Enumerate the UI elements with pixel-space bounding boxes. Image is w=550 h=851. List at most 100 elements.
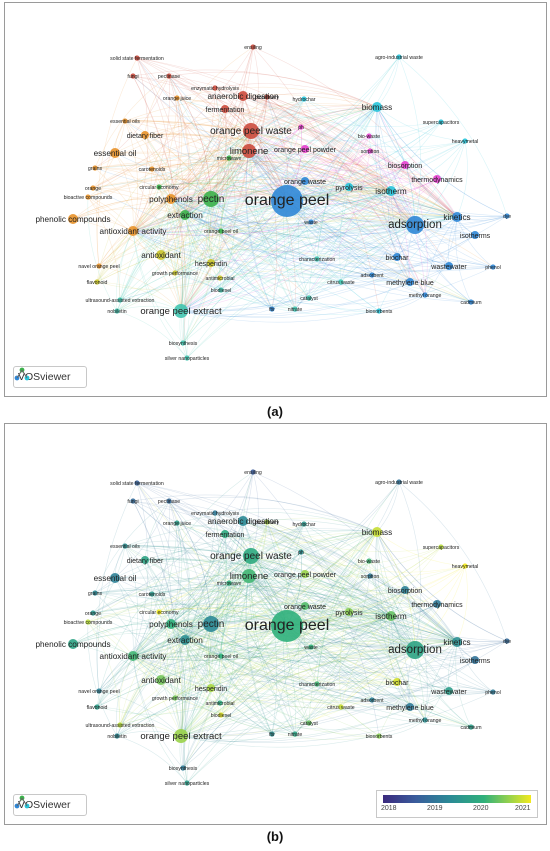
keyword-node[interactable]	[386, 186, 396, 196]
keyword-node[interactable]	[94, 279, 100, 285]
keyword-node[interactable]	[406, 278, 414, 286]
keyword-node[interactable]	[90, 610, 96, 616]
keyword-node[interactable]	[301, 602, 309, 610]
keyword-node[interactable]	[308, 219, 314, 225]
keyword-node[interactable]	[218, 228, 224, 234]
keyword-node[interactable]	[393, 253, 401, 261]
keyword-node[interactable]	[301, 570, 309, 578]
keyword-node[interactable]	[468, 299, 474, 305]
keyword-node[interactable]	[212, 510, 218, 516]
keyword-node[interactable]	[217, 275, 223, 281]
keyword-node[interactable]	[401, 586, 409, 594]
keyword-node[interactable]	[468, 724, 474, 730]
keyword-node[interactable]	[90, 185, 96, 191]
keyword-node[interactable]	[269, 731, 275, 737]
keyword-node[interactable]	[490, 689, 496, 695]
keyword-node[interactable]	[462, 138, 468, 144]
keyword-node[interactable]	[166, 619, 176, 629]
keyword-node[interactable]	[141, 556, 149, 564]
keyword-node[interactable]	[149, 591, 155, 597]
keyword-node[interactable]	[264, 519, 270, 525]
keyword-node[interactable]	[166, 498, 172, 504]
keyword-node[interactable]	[306, 295, 312, 301]
keyword-node[interactable]	[271, 185, 303, 217]
keyword-node[interactable]	[85, 619, 91, 625]
keyword-node[interactable]	[372, 102, 382, 112]
keyword-node[interactable]	[128, 226, 138, 236]
keyword-node[interactable]	[96, 263, 102, 269]
keyword-node[interactable]	[393, 678, 401, 686]
keyword-node[interactable]	[174, 304, 188, 318]
keyword-node[interactable]	[372, 527, 382, 537]
keyword-node[interactable]	[243, 123, 259, 139]
keyword-node[interactable]	[452, 637, 462, 647]
keyword-node[interactable]	[401, 161, 409, 169]
keyword-node[interactable]	[226, 155, 232, 161]
keyword-node[interactable]	[366, 133, 372, 139]
keyword-node[interactable]	[292, 306, 298, 312]
keyword-node[interactable]	[250, 44, 256, 50]
keyword-node[interactable]	[238, 516, 248, 526]
keyword-node[interactable]	[110, 573, 120, 583]
keyword-node[interactable]	[156, 184, 162, 190]
keyword-node[interactable]	[242, 569, 256, 583]
keyword-node[interactable]	[271, 610, 303, 642]
keyword-node[interactable]	[433, 600, 441, 608]
keyword-node[interactable]	[314, 681, 320, 687]
keyword-node[interactable]	[156, 609, 162, 615]
keyword-node[interactable]	[117, 297, 123, 303]
keyword-node[interactable]	[128, 651, 138, 661]
keyword-node[interactable]	[172, 695, 178, 701]
keyword-node[interactable]	[243, 548, 259, 564]
keyword-node[interactable]	[141, 131, 149, 139]
keyword-node[interactable]	[406, 703, 414, 711]
keyword-node[interactable]	[212, 85, 218, 91]
keyword-node[interactable]	[184, 780, 190, 786]
keyword-node[interactable]	[504, 213, 510, 219]
keyword-node[interactable]	[85, 194, 91, 200]
keyword-node[interactable]	[345, 608, 353, 616]
keyword-node[interactable]	[92, 165, 98, 171]
keyword-node[interactable]	[366, 558, 372, 564]
keyword-node[interactable]	[122, 118, 128, 124]
keyword-node[interactable]	[338, 704, 344, 710]
keyword-node[interactable]	[184, 355, 190, 361]
keyword-node[interactable]	[114, 308, 120, 314]
keyword-node[interactable]	[490, 264, 496, 270]
keyword-node[interactable]	[471, 656, 479, 664]
keyword-node[interactable]	[172, 270, 178, 276]
keyword-node[interactable]	[269, 306, 275, 312]
keyword-node[interactable]	[130, 73, 136, 79]
keyword-node[interactable]	[221, 105, 229, 113]
keyword-node[interactable]	[203, 616, 219, 632]
keyword-node[interactable]	[238, 91, 248, 101]
keyword-node[interactable]	[438, 119, 444, 125]
keyword-node[interactable]	[94, 704, 100, 710]
keyword-node[interactable]	[180, 635, 190, 645]
keyword-node[interactable]	[180, 340, 186, 346]
keyword-node[interactable]	[433, 175, 441, 183]
keyword-node[interactable]	[92, 590, 98, 596]
keyword-node[interactable]	[406, 216, 424, 234]
keyword-node[interactable]	[422, 292, 428, 298]
keyword-node[interactable]	[207, 259, 215, 267]
keyword-node[interactable]	[250, 469, 256, 475]
keyword-node[interactable]	[218, 287, 224, 293]
keyword-node[interactable]	[298, 549, 304, 555]
keyword-node[interactable]	[376, 308, 382, 314]
keyword-node[interactable]	[445, 262, 453, 270]
keyword-node[interactable]	[301, 177, 309, 185]
keyword-node[interactable]	[166, 73, 172, 79]
keyword-node[interactable]	[306, 720, 312, 726]
keyword-node[interactable]	[445, 687, 453, 695]
keyword-node[interactable]	[68, 214, 78, 224]
keyword-node[interactable]	[156, 250, 166, 260]
keyword-node[interactable]	[301, 96, 307, 102]
keyword-node[interactable]	[452, 212, 462, 222]
keyword-node[interactable]	[406, 641, 424, 659]
keyword-node[interactable]	[180, 765, 186, 771]
keyword-node[interactable]	[207, 684, 215, 692]
keyword-node[interactable]	[369, 697, 375, 703]
keyword-node[interactable]	[292, 731, 298, 737]
keyword-node[interactable]	[174, 520, 180, 526]
